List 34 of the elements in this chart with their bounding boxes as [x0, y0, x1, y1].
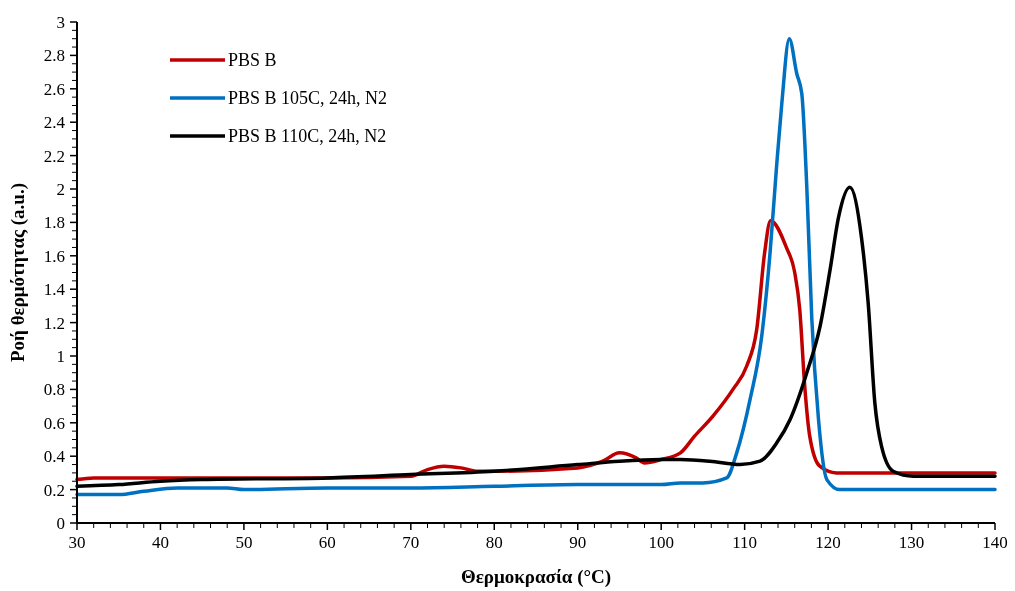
y-tick-label: 0.4 [43, 447, 66, 467]
y-tick-label: 2.2 [43, 146, 65, 166]
x-tick-label: 60 [318, 533, 336, 552]
legend-label: PBS B 110C, 24h, N2 [228, 126, 387, 146]
y-tick-label: 0.2 [43, 480, 65, 500]
y-tick-label: 2.8 [43, 46, 65, 66]
y-tick-label: 0.6 [43, 413, 65, 433]
y-tick-label: 1.6 [43, 246, 65, 266]
y-tick-label: 1.2 [43, 313, 65, 333]
y-tick-label: 3 [56, 13, 65, 32]
x-tick-label: 100 [648, 533, 674, 552]
y-tick-label: 0 [56, 514, 65, 533]
x-axis-title: Θερμοκρασία (°C) [460, 566, 612, 588]
y-tick-label: 2.4 [43, 113, 66, 133]
y-tick-label: 2.6 [43, 79, 65, 99]
x-tick-label: 130 [898, 533, 925, 552]
y-tick-label: 1.8 [43, 213, 65, 233]
legend-label: PBS B [228, 50, 277, 70]
legend-label: PBS B 105C, 24h, N2 [228, 88, 388, 108]
y-tick-label: 1.4 [43, 280, 66, 300]
line-series [75, 36, 997, 497]
x-tick-label: 30 [68, 533, 86, 552]
x-tick-label: 50 [235, 533, 253, 552]
y-tick-label: 2 [56, 180, 65, 199]
x-tick-label: 80 [485, 533, 503, 552]
y-axis-title: Ροή θερμότητας (a.u.) [7, 182, 29, 363]
y-tick-label: 0.8 [43, 380, 65, 400]
x-tick-label: 110 [732, 533, 758, 552]
x-tick-label: 90 [569, 533, 587, 552]
x-tick-label: 70 [402, 533, 420, 552]
x-tick-label: 120 [815, 533, 841, 552]
x-tick-label: 40 [151, 533, 169, 552]
x-tick-label: 140 [982, 533, 1008, 552]
y-tick-label: 1 [56, 347, 65, 366]
